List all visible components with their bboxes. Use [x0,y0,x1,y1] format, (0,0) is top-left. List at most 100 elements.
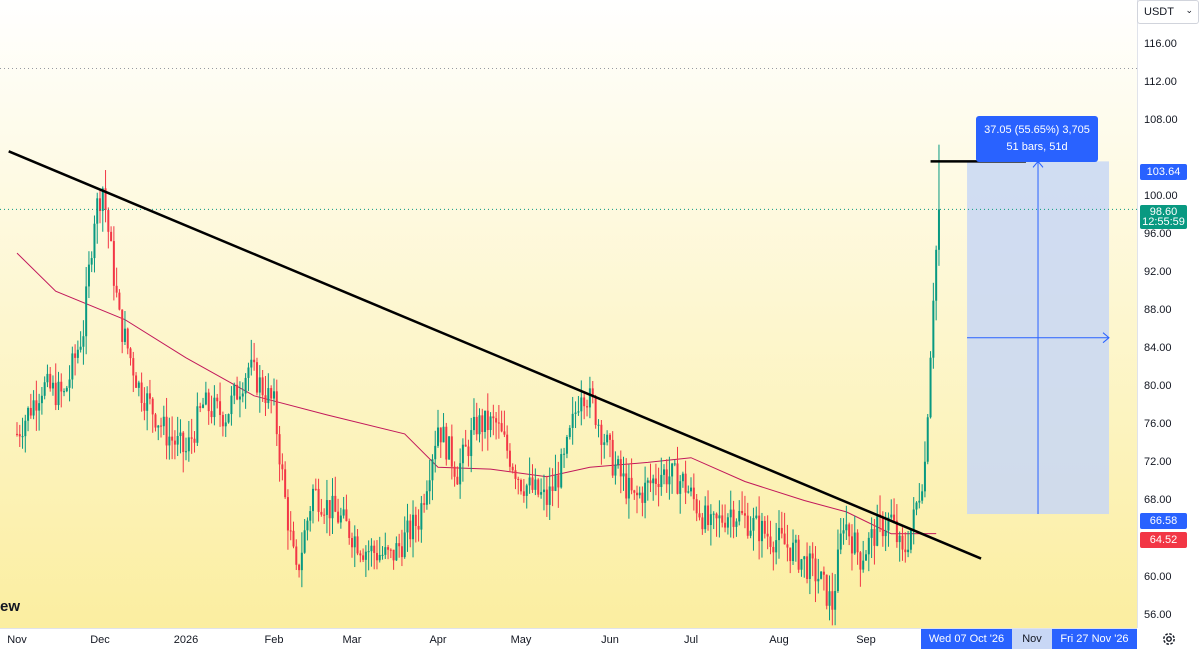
candle-body [769,536,772,547]
candle-body [359,553,362,556]
candle-body [681,473,684,482]
candle-body [600,424,603,445]
candle-body [453,466,456,477]
candle-body [495,418,498,423]
candle-body [873,529,876,546]
chart-background [0,0,1137,628]
candle-body [817,578,820,582]
candle-body [314,488,317,490]
currency-label: USDT [1144,6,1174,18]
candle-body [865,554,867,561]
descending-trendline[interactable] [8,150,982,560]
candle-body [836,549,839,592]
candle-body [676,463,679,494]
candle-body [528,477,531,486]
candle-body [803,556,806,560]
candle-body [881,516,884,537]
candle-body [264,395,267,404]
candle-body [619,459,622,477]
candle-body [60,381,63,392]
candle-body [766,533,769,537]
candle-body [811,553,814,559]
candle-body [345,509,348,522]
candle-body [414,514,417,526]
candle-body [137,382,140,388]
time-tick-label: Sep [856,634,876,646]
candle-body [230,395,233,415]
candle-body [517,478,520,480]
candle-body [814,558,817,582]
candle-body [334,495,337,512]
candle-body [273,391,275,399]
candle-body [459,463,462,485]
candle-body [317,488,320,512]
price-tick-label: 72.00 [1144,456,1172,469]
candle-body [907,549,910,553]
candle-body [545,489,548,505]
candle-body [721,515,724,523]
candle-body [646,480,649,483]
candle-body [537,479,540,495]
candle-body [348,521,351,538]
candle-body [101,188,104,212]
currency-selector[interactable]: USDT ⌄ [1137,0,1199,24]
price-chart[interactable] [0,0,1137,628]
price-tick-label: 56.00 [1144,608,1172,621]
candle-body [684,473,687,493]
candle-body [649,480,652,484]
candle-body [876,514,879,546]
candle-body [199,406,202,408]
candle-body [204,392,207,405]
candle-body [514,470,517,479]
candle-body [741,510,744,514]
candle-body [520,479,522,492]
candle-body [110,231,113,242]
candle-body [450,436,453,467]
settings-gear-icon[interactable] [1161,631,1177,647]
candle-body [151,398,154,415]
candle-body [692,487,695,500]
candle-body [398,543,401,547]
time-tick-label: Apr [429,634,447,646]
candle-body [300,552,303,571]
candle-body [331,495,334,519]
candle-body [492,416,495,419]
candle-body [898,535,901,543]
candle-body [915,502,918,510]
chevron-down-icon: ⌄ [1185,5,1193,15]
candle-body [425,491,428,505]
candle-body [146,393,149,411]
candle-body [224,422,227,427]
candle-body [270,388,273,399]
price-tick-label: 84.00 [1144,342,1172,355]
candle-body [901,535,904,550]
candle-body [160,425,163,427]
candle-body [735,521,738,527]
candle-body [21,436,24,438]
candle-body [342,509,345,516]
time-axis[interactable] [0,628,1137,651]
candle-body [309,511,312,521]
candle-body [909,529,912,550]
candle-body [295,546,298,565]
candle-body [828,591,831,606]
candle-body [193,438,196,443]
candle-body [115,285,118,293]
candle-body [261,377,264,396]
candle-body [842,530,845,534]
candle-body [238,396,241,400]
candle-body [724,522,727,528]
candle-body [786,544,789,548]
candle-body [375,552,378,561]
candle-body [489,416,492,431]
price-tick-label: 100.00 [1144,190,1178,202]
candle-body [154,414,157,428]
candle-body [85,286,88,337]
candle-body [412,514,415,540]
candle-body [743,513,746,516]
candle-body [760,520,763,542]
candle-body [603,442,606,445]
candle-body [834,591,837,610]
candle-body [286,497,289,531]
candle-body [428,480,431,492]
